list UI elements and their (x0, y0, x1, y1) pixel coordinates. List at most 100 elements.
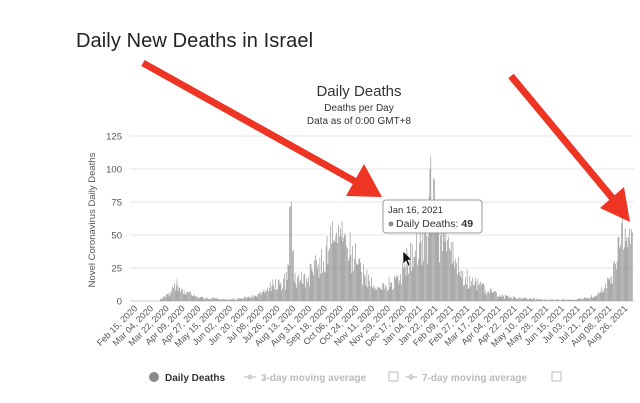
bar[interactable] (603, 291, 605, 301)
bar[interactable] (513, 296, 515, 301)
bar[interactable] (536, 299, 538, 301)
bar[interactable] (576, 300, 577, 301)
bar[interactable] (287, 264, 289, 301)
bar[interactable] (332, 221, 333, 301)
bar[interactable] (407, 253, 409, 301)
bar[interactable] (547, 300, 549, 301)
bar[interactable] (488, 291, 489, 301)
bar[interactable] (465, 277, 466, 301)
bar[interactable] (523, 298, 525, 301)
bar[interactable] (193, 294, 195, 301)
bar[interactable] (562, 299, 564, 301)
bar[interactable] (159, 299, 161, 301)
bar[interactable] (428, 197, 430, 301)
bar[interactable] (501, 297, 503, 301)
bar[interactable] (240, 298, 242, 301)
bar[interactable] (544, 299, 546, 301)
bar[interactable] (351, 272, 353, 301)
bar[interactable] (237, 299, 239, 301)
bar[interactable] (189, 292, 190, 301)
bar[interactable] (232, 298, 234, 301)
bar[interactable] (473, 285, 475, 301)
bar[interactable] (322, 272, 323, 301)
bar[interactable] (492, 293, 494, 301)
bar[interactable] (471, 281, 472, 301)
bar[interactable] (301, 282, 303, 301)
bar[interactable] (457, 274, 458, 301)
bar[interactable] (342, 241, 344, 301)
bar[interactable] (304, 273, 306, 301)
bar[interactable] (401, 284, 402, 301)
bar[interactable] (353, 270, 354, 301)
bar[interactable] (424, 228, 425, 301)
bar[interactable] (300, 271, 302, 301)
bar[interactable] (340, 236, 342, 301)
bar[interactable] (244, 296, 245, 301)
bar[interactable] (587, 298, 589, 301)
bar[interactable] (470, 286, 472, 301)
bar[interactable] (204, 297, 205, 301)
bar[interactable] (267, 287, 268, 301)
bar[interactable] (355, 263, 357, 301)
bar[interactable] (444, 241, 446, 301)
bar[interactable] (235, 299, 236, 301)
bar[interactable] (469, 275, 471, 301)
bar[interactable] (237, 298, 238, 301)
bar[interactable] (404, 266, 406, 301)
bar[interactable] (524, 297, 526, 301)
bar[interactable] (539, 299, 541, 301)
bar[interactable] (314, 260, 315, 301)
bar[interactable] (268, 290, 269, 301)
bar[interactable] (421, 265, 423, 301)
bar[interactable] (260, 291, 261, 301)
bar[interactable] (211, 298, 212, 301)
bar[interactable] (405, 275, 407, 301)
bar[interactable] (451, 264, 453, 301)
bar[interactable] (336, 232, 338, 301)
bar[interactable] (487, 292, 488, 301)
bar[interactable] (363, 274, 365, 301)
bar[interactable] (185, 294, 187, 301)
bar[interactable] (481, 283, 483, 301)
bar[interactable] (248, 295, 250, 301)
bar[interactable] (417, 264, 418, 301)
bar[interactable] (566, 299, 567, 301)
bar[interactable] (261, 291, 263, 301)
bar[interactable] (522, 298, 524, 301)
bar[interactable] (514, 297, 516, 301)
bar[interactable] (192, 296, 194, 301)
bar[interactable] (283, 278, 284, 301)
bar[interactable] (476, 290, 478, 301)
bar[interactable] (598, 291, 599, 301)
bar[interactable] (507, 295, 509, 301)
bar[interactable] (367, 287, 369, 301)
bar[interactable] (362, 284, 363, 301)
bar[interactable] (215, 298, 217, 301)
bar[interactable] (442, 211, 444, 301)
bar[interactable] (455, 259, 456, 301)
bar[interactable] (327, 263, 329, 301)
bar[interactable] (606, 288, 607, 301)
bar[interactable] (616, 261, 618, 301)
bar[interactable] (452, 242, 454, 301)
bar[interactable] (386, 287, 387, 301)
bar[interactable] (408, 273, 409, 301)
bar[interactable] (607, 278, 609, 301)
bar[interactable] (475, 281, 477, 301)
bar[interactable] (520, 298, 521, 301)
bar[interactable] (197, 297, 198, 301)
bar[interactable] (264, 293, 266, 301)
bar[interactable] (272, 279, 274, 301)
bar[interactable] (480, 281, 481, 301)
bar[interactable] (537, 298, 539, 301)
bar[interactable] (527, 298, 528, 301)
bar[interactable] (178, 286, 180, 301)
bar[interactable] (459, 275, 461, 301)
bar[interactable] (310, 263, 312, 301)
bar[interactable] (320, 274, 322, 301)
bar[interactable] (536, 298, 537, 301)
bar[interactable] (298, 274, 299, 301)
bar[interactable] (559, 299, 560, 301)
bar[interactable] (359, 258, 361, 301)
bar[interactable] (160, 298, 162, 301)
